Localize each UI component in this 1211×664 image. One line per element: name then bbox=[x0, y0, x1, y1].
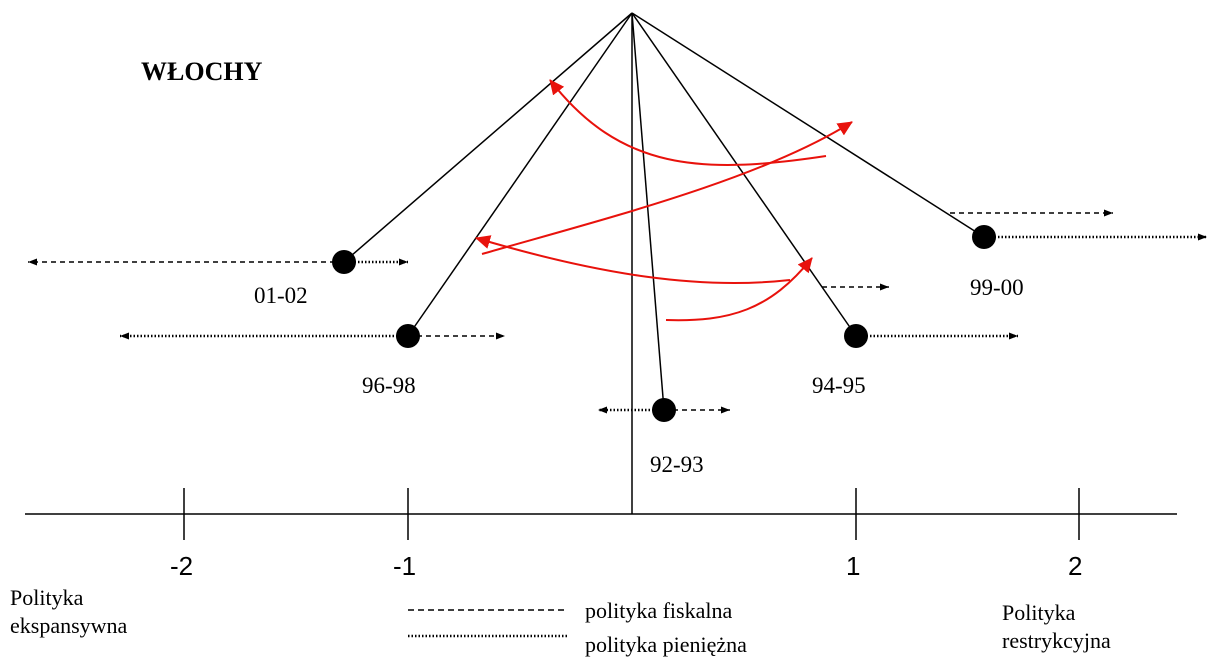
period-marker bbox=[332, 250, 356, 274]
fan-line-96-98 bbox=[407, 12, 633, 337]
period-01-02: 01-02 bbox=[28, 250, 408, 308]
tick-label-minus-2: -2 bbox=[170, 551, 193, 581]
fan-line-92-93 bbox=[631, 12, 665, 411]
fan-line-01-02 bbox=[343, 12, 633, 263]
transition-arrow-96-98-to-99-00 bbox=[481, 121, 853, 255]
period-marker bbox=[652, 398, 676, 422]
tick-label-1: 1 bbox=[846, 551, 860, 581]
period-marker bbox=[972, 225, 996, 249]
right-caption-line-2: restrykcyjna bbox=[1002, 628, 1111, 653]
right-caption-line-1: Polityka bbox=[1002, 600, 1076, 625]
period-99-00: 99-00 bbox=[950, 209, 1207, 300]
period-94-95: 94-95 bbox=[812, 283, 1018, 398]
tick-label-2: 2 bbox=[1068, 551, 1082, 581]
period-label: 99-00 bbox=[970, 275, 1024, 300]
fan-line-99-00 bbox=[631, 12, 985, 238]
period-marker bbox=[844, 324, 868, 348]
period-label: 92-93 bbox=[650, 452, 704, 477]
transition-arrow-94-95-to-96-98 bbox=[475, 235, 791, 284]
period-label: 96-98 bbox=[362, 373, 416, 398]
period-marker bbox=[396, 324, 420, 348]
left-caption-line-1: Polityka bbox=[10, 585, 84, 610]
diagram-title: WŁOCHY bbox=[141, 57, 263, 86]
transition-arrow-92-93-to-94-95 bbox=[665, 257, 813, 322]
period-label: 94-95 bbox=[812, 373, 866, 398]
period-label: 01-02 bbox=[254, 283, 308, 308]
transition-arrow-99-00-to-01-02 bbox=[549, 79, 827, 166]
legend-fiscal-label: polityka fiskalna bbox=[585, 598, 732, 623]
legend: polityka fiskalna polityka pieniężna bbox=[408, 598, 747, 657]
period-96-98: 96-98 bbox=[120, 324, 505, 398]
legend-monetary-label: polityka pieniężna bbox=[585, 632, 747, 657]
period-92-93: 92-93 bbox=[598, 398, 730, 477]
left-caption-line-2: ekspansywna bbox=[10, 613, 128, 638]
tick-label-minus-1: -1 bbox=[393, 551, 416, 581]
